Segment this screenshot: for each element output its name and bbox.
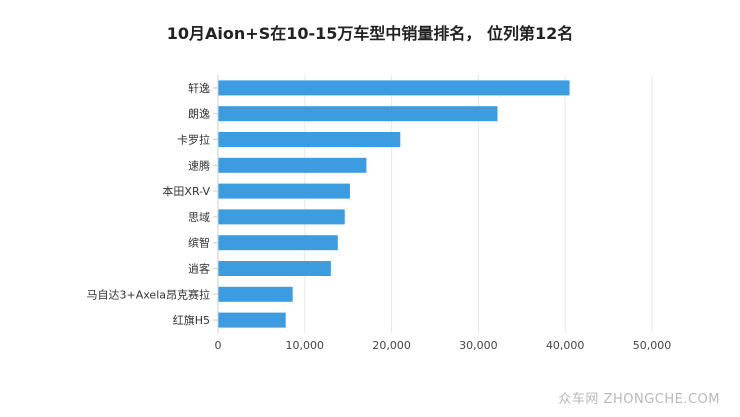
category-label: 朗逸 (188, 108, 210, 121)
axes (213, 75, 219, 333)
grid-lines (304, 75, 653, 333)
bar (218, 106, 498, 122)
bars (218, 80, 570, 328)
category-label: 卡罗拉 (177, 133, 210, 147)
bar (218, 286, 293, 302)
bar (218, 157, 367, 173)
labels: 0 10,000 20,000 30,000 40,000 50,000 轩逸朗逸卡罗拉速腾… (87, 81, 672, 352)
x-tick-label: 40,000 (546, 339, 585, 352)
x-tick-label: 0 (215, 339, 222, 352)
category-label: 缤智 (188, 236, 210, 250)
bar (218, 312, 286, 328)
category-label: 轩逸 (188, 81, 210, 95)
category-label: 本田XR-V (162, 184, 210, 198)
chart-title: 10月Aion+S在10-15万车型中销量排名， 位列第12名 (166, 24, 574, 43)
category-label: 红旗H5 (173, 313, 210, 327)
x-tick-label: 10,000 (286, 339, 325, 352)
bar (218, 261, 331, 276)
bar (218, 209, 345, 225)
x-tick-label: 30,000 (459, 339, 498, 352)
category-label: 思域 (188, 211, 210, 224)
x-tick-label: 50,000 (633, 339, 672, 352)
bar (218, 80, 570, 96)
category-label: 速腾 (188, 158, 210, 172)
watermark: 众车网 ZHONGCHE.COM (558, 392, 720, 407)
bar (218, 235, 338, 251)
bar (218, 183, 350, 199)
category-label: 马自达3+Axela昂克赛拉 (87, 287, 210, 301)
x-tick-label: 20,000 (372, 339, 411, 352)
category-label: 逍客 (188, 262, 210, 276)
bar (218, 132, 401, 147)
